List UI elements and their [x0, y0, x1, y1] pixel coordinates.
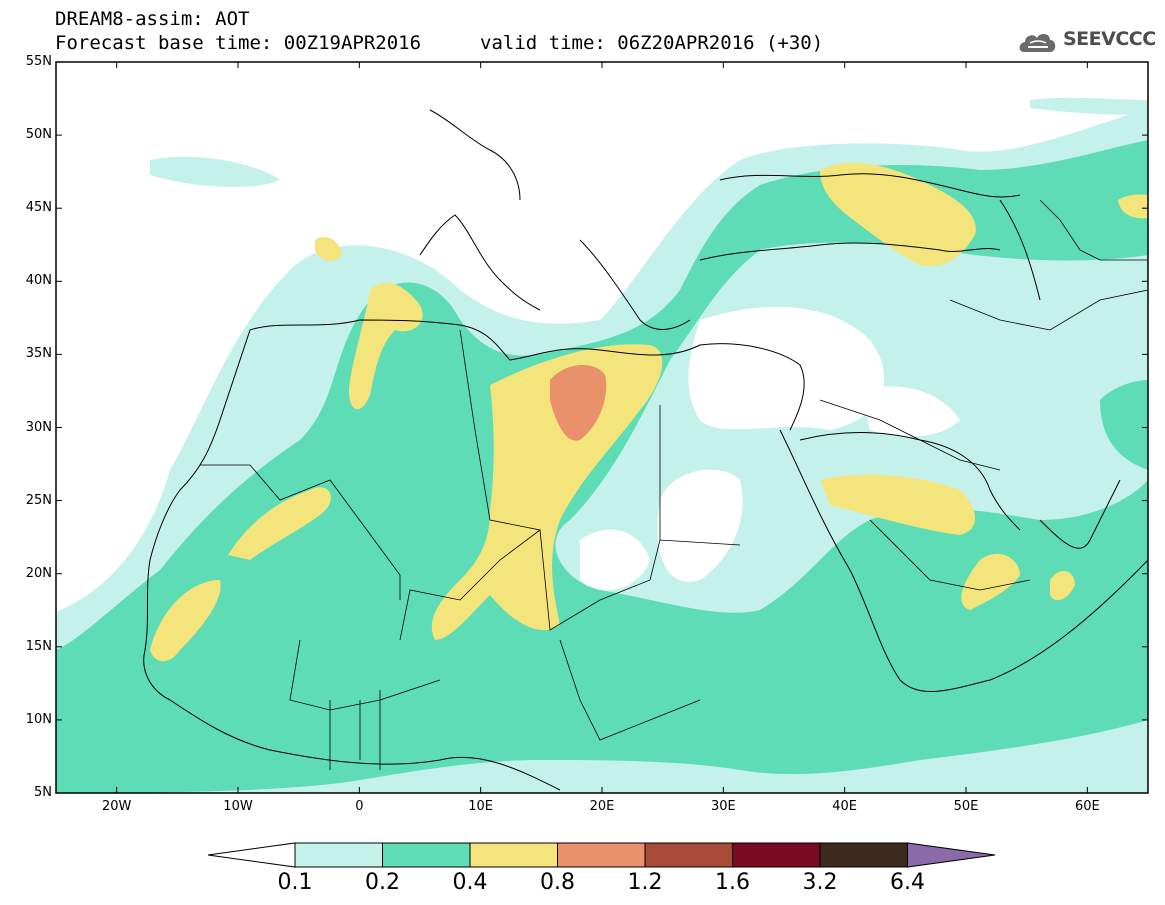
lon-label: 20W	[101, 799, 132, 814]
lat-label: 30N	[25, 419, 52, 435]
lon-label: 20E	[589, 799, 615, 814]
colorbar-box	[382, 842, 471, 868]
lat-label: 10N	[25, 711, 52, 727]
lat-label: 35N	[25, 346, 52, 362]
valid-time: valid time: 06Z20APR2016 (+30)	[480, 32, 824, 54]
colorbar-over-triangle	[907, 842, 996, 868]
country-borders	[200, 199, 1148, 770]
cloud-icon	[1019, 34, 1056, 52]
colorbar-label: 0.2	[365, 870, 400, 895]
colorbar-label: 0.1	[277, 870, 313, 895]
axis-ticks	[56, 61, 1148, 794]
lon-label: 10E	[468, 799, 494, 814]
colorbar-label: 1.6	[715, 870, 750, 895]
lat-label: 15N	[25, 638, 52, 654]
lat-label: 40N	[25, 273, 52, 289]
lon-label: 0	[355, 799, 364, 814]
lon-label: 30E	[710, 799, 736, 814]
map-title: DREAM8-assim: AOT	[55, 8, 250, 30]
forecast-base-time: Forecast base time: 00Z19APR2016	[55, 32, 422, 54]
lat-label: 50N	[25, 127, 52, 143]
colorbar-box	[819, 842, 908, 868]
colorbar-box	[557, 842, 646, 868]
lon-label: 40E	[832, 799, 858, 814]
lat-label: 5N	[34, 785, 52, 800]
lon-label: 60E	[1074, 799, 1100, 814]
lat-label: 55N	[25, 54, 52, 69]
lat-label: 45N	[25, 200, 52, 216]
aot-layer-0-4	[150, 162, 1148, 662]
lat-label: 25N	[25, 492, 52, 508]
colorbar-label: 1.2	[627, 870, 663, 895]
colorbar-under-triangle	[207, 842, 296, 868]
coastlines	[143, 109, 1148, 791]
colorbar-box	[732, 842, 821, 868]
lat-label: 20N	[25, 565, 52, 581]
lon-label: 10W	[223, 799, 253, 814]
aot-layer-0-8	[550, 364, 607, 441]
logo-text: SEEVCCC	[1063, 28, 1156, 50]
colorbar-label: 0.4	[452, 870, 488, 895]
colorbar-label: 0.8	[540, 870, 575, 895]
colorbar-label: 6.4	[890, 870, 925, 895]
colorbar-box	[469, 842, 558, 868]
colorbar-box	[644, 842, 733, 868]
colorbar-box	[294, 842, 383, 868]
lon-label: 50E	[953, 799, 979, 814]
colorbar-label: 3.2	[802, 870, 838, 895]
